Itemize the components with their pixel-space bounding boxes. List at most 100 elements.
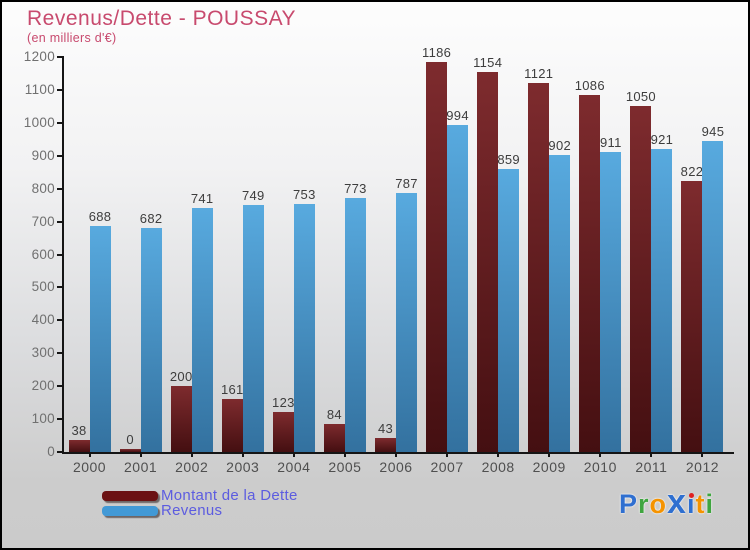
bar-dette-2004 (272, 411, 294, 452)
legend-item-revenus: Revenus (102, 502, 298, 519)
x-axis-label: 2011 (635, 459, 668, 475)
bar-dette-2001 (119, 449, 141, 452)
legend-label: Revenus (161, 502, 223, 519)
bar-group-2009: 1121 902 (524, 57, 575, 452)
bar-revenus-2009 (549, 155, 571, 452)
proxiti-logo: Proxı ti (619, 484, 714, 527)
bar-group-2005: 84 773 (319, 57, 370, 452)
y-axis-label: 800 (31, 180, 55, 196)
x-axis-label: 2003 (226, 459, 260, 475)
x-axis-tick (139, 452, 142, 457)
bar-dette-2000 (68, 439, 90, 452)
y-axis-tick (57, 220, 64, 223)
y-axis-tick (57, 418, 64, 421)
x-axis-tick (650, 452, 653, 457)
bar-group-2000: 38 688 (64, 57, 115, 452)
bar-dette-2009 (528, 83, 550, 452)
logo-letter-dot (688, 493, 694, 498)
bar-dette-2005 (323, 424, 345, 452)
logo-letter: P (619, 489, 639, 519)
value-label: 38 (71, 422, 87, 438)
value-label: 921 (650, 131, 674, 147)
y-axis-label: 400 (31, 312, 55, 328)
value-label: 0 (126, 432, 134, 447)
bar-dette-2002 (170, 386, 192, 452)
bar-group-2007: 1186 994 (422, 45, 473, 452)
legend: Montant de la Dette Revenus (102, 488, 298, 519)
bar-group-2001: 0 682 (115, 57, 166, 452)
value-label: 123 (272, 394, 295, 410)
y-axis-tick (57, 253, 64, 256)
x-axis-tick (88, 452, 91, 457)
x-axis-tick (701, 452, 704, 457)
y-axis-label: 300 (31, 345, 55, 361)
bar-revenus-2008 (498, 169, 520, 452)
bar-revenus-2012 (702, 140, 724, 452)
logo-letter: t (695, 489, 706, 519)
y-axis-tick (57, 385, 64, 388)
x-axis-label: 2007 (430, 459, 464, 475)
x-axis-label: 2008 (481, 459, 515, 475)
legend-swatch-icon (102, 506, 158, 516)
x-axis-label: 2009 (532, 459, 566, 475)
bar-group-2002: 200 741 (166, 57, 217, 452)
bar-revenus-2010 (600, 152, 622, 452)
y-axis-tick (57, 286, 64, 289)
bar-revenus-2003 (242, 205, 264, 452)
bar-revenus-2007 (447, 124, 469, 452)
bar-dette-2011 (630, 106, 652, 452)
bar-group-2008: 1154 859 (473, 55, 524, 452)
y-axis-tick (57, 154, 64, 157)
y-axis-tick (57, 187, 64, 190)
y-axis-label: 100 (31, 411, 55, 427)
x-axis-tick (548, 452, 551, 457)
x-axis-tick (343, 452, 346, 457)
y-axis-label: 500 (31, 279, 55, 295)
y-axis-tick (57, 319, 64, 322)
x-axis-tick (292, 452, 295, 457)
plot-area: 0 100 200 300 400 500 600 700 800 900 1000 1100 1200… (24, 45, 734, 475)
x-axis-label: 2005 (328, 459, 362, 475)
logo-letter: ı (686, 489, 696, 519)
bar-revenus-2004 (293, 204, 315, 452)
bar-dette-2006 (374, 437, 396, 452)
bar-revenus-2000 (89, 225, 111, 452)
value-label: 682 (139, 210, 163, 226)
x-axis-tick (497, 452, 500, 457)
y-axis-tick (57, 451, 64, 453)
bar-dette-2012 (681, 181, 703, 452)
logo-letter: o (649, 489, 668, 519)
x-axis-label: 2000 (72, 459, 107, 475)
value-label: 1154 (473, 55, 503, 71)
x-axis-tick (190, 452, 193, 457)
value-label: 749 (241, 188, 265, 204)
value-label: 822 (680, 164, 704, 180)
bar-group-2010: 1086 911 (575, 57, 626, 452)
x-axis-label: 2002 (175, 459, 209, 475)
value-label: 911 (599, 135, 622, 151)
value-label: 1050 (625, 89, 656, 105)
bar-revenus-2005 (344, 197, 366, 452)
legend-item-dette: Montant de la Dette (102, 488, 298, 503)
legend-swatch-icon (102, 491, 158, 501)
value-label: 945 (701, 123, 725, 139)
y-axis-tick (57, 121, 64, 124)
bar-dette-2007 (426, 61, 448, 452)
y-axis-label: 1100 (24, 81, 55, 97)
y-axis-tick (57, 352, 64, 355)
x-axis-tick (241, 452, 244, 457)
logo-letter: r (638, 489, 650, 519)
bar-revenus-2011 (651, 148, 673, 452)
value-label: 773 (344, 180, 367, 196)
value-label: 43 (377, 420, 394, 436)
value-label: 787 (395, 175, 418, 191)
y-axis-label: 1000 (23, 114, 55, 130)
bar-revenus-2002 (191, 208, 213, 452)
bar-group-2004: 123 753 (268, 57, 319, 452)
y-axis-label: 900 (31, 147, 55, 163)
value-label: 753 (293, 187, 316, 203)
value-label: 1121 (524, 66, 554, 82)
chart-subtitle: (en milliers d'€) (27, 31, 117, 45)
y-axis-tick (57, 88, 64, 91)
